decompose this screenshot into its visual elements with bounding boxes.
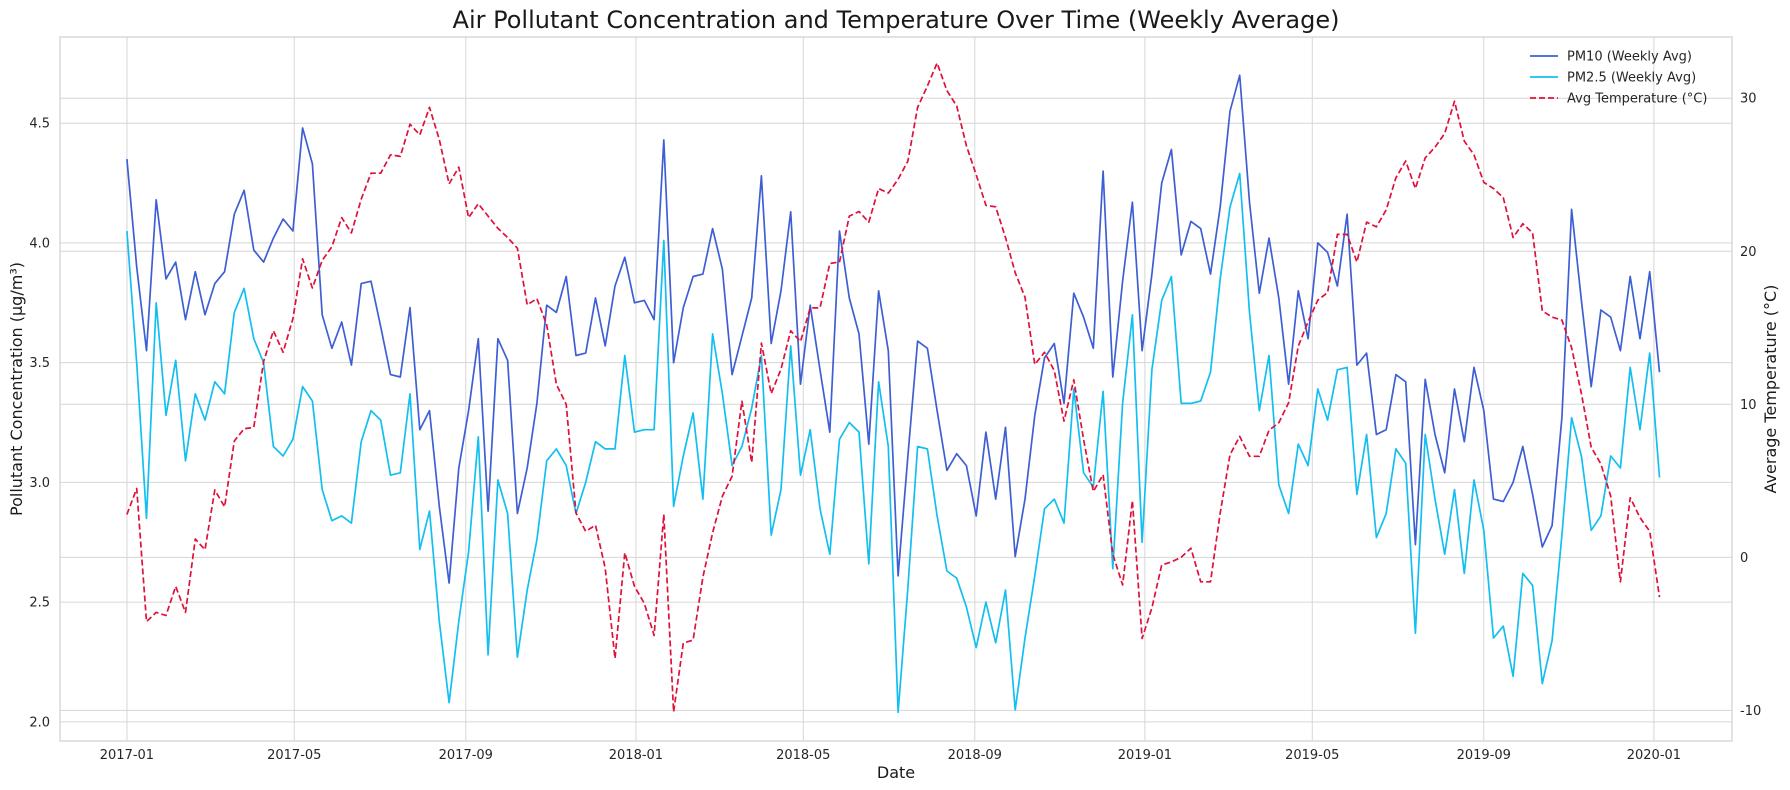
x-tick-label: 2017-01 [100,748,154,763]
x-tick-label: 2018-01 [609,748,663,763]
y-axis-left-label: Pollutant Concentration (µg/m³) [7,262,26,516]
y-right-tick-label: -10 [1740,704,1761,719]
y-left-tick-label: 3.5 [29,356,50,371]
y-right-tick-label: 30 [1740,92,1757,107]
series-line-2 [126,172,1661,714]
legend-label-2: PM2.5 (Weekly Avg) [1567,71,1696,86]
legend: PM10 (Weekly Avg) PM2.5 (Weekly Avg) Avg T… [1530,50,1707,107]
x-axis-ticks: 2017-01 2017-05 2017-09 2018-01 2018-05 2018-… [100,748,1681,763]
y-right-tick-label: 0 [1740,551,1748,566]
y-left-tick-label: 4.0 [29,236,50,251]
chart-title: Air Pollutant Concentration and Temperat… [453,6,1340,34]
y-axis-right-label: Average Temperature (°C) [1761,285,1780,494]
series-lines [126,62,1661,714]
y-left-tick-label: 3.0 [29,476,50,491]
x-tick-label: 2019-01 [1118,748,1172,763]
y-left-tick-label: 2.5 [29,596,50,611]
y-right-tick-label: 20 [1740,245,1757,260]
x-tick-label: 2019-05 [1285,748,1339,763]
y-left-tick-label: 2.0 [29,715,50,730]
plot-frame [59,36,1733,742]
series-line-3 [126,62,1661,713]
x-tick-label: 2017-05 [267,748,321,763]
x-tick-label: 2019-09 [1457,748,1511,763]
legend-label-1: PM10 (Weekly Avg) [1567,50,1692,65]
x-tick-label: 2020-01 [1627,748,1681,763]
x-tick-label: 2017-09 [439,748,493,763]
y-axis-left-ticks: 2.0 2.5 3.0 3.5 4.0 4.5 [29,117,50,731]
grid [60,37,1732,741]
y-right-tick-label: 10 [1740,398,1757,413]
y-left-tick-label: 4.5 [29,117,50,132]
x-axis-label: Date [877,763,915,782]
y-axis-right-ticks: -10 0 10 20 30 [1740,92,1761,719]
x-tick-label: 2018-09 [948,748,1002,763]
legend-label-3: Avg Temperature (°C) [1567,92,1707,107]
series-line-1 [126,74,1661,584]
x-tick-label: 2018-05 [776,748,830,763]
